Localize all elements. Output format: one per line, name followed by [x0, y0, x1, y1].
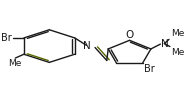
Text: Br: Br [1, 33, 12, 43]
Text: Me: Me [8, 59, 21, 68]
Text: N: N [83, 41, 91, 51]
Text: Me: Me [172, 48, 185, 57]
Text: N: N [161, 39, 169, 49]
Text: Br: Br [145, 64, 155, 74]
Text: Me: Me [171, 29, 184, 38]
Text: O: O [125, 30, 134, 40]
